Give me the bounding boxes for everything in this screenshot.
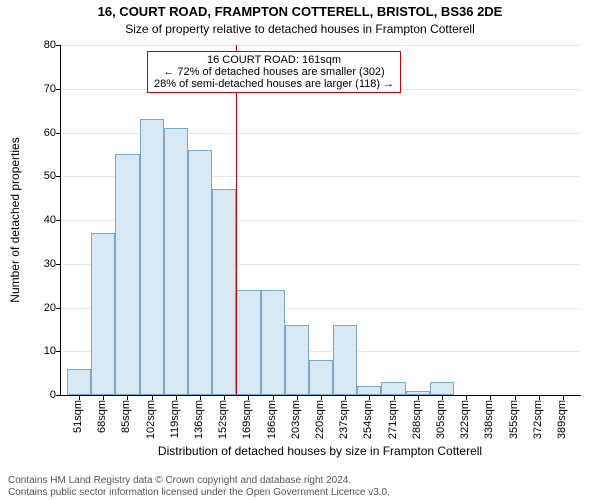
ytick-mark (56, 264, 61, 265)
annotation-line1: 16 COURT ROAD: 161sqm (154, 54, 394, 66)
histogram-bar (140, 119, 164, 395)
xtick-label: 68sqm (96, 400, 108, 433)
chart-title-line2: Size of property relative to detached ho… (0, 22, 600, 36)
gridline (61, 45, 581, 46)
histogram-bar (212, 189, 236, 395)
ytick-mark (56, 351, 61, 352)
xtick-label: 271sqm (387, 400, 399, 439)
histogram-bar (430, 382, 454, 395)
ytick-label: 50 (44, 170, 56, 182)
ytick-label: 60 (44, 127, 56, 139)
histogram-bar (261, 290, 285, 395)
property-marker-line (236, 45, 237, 395)
ytick-label: 70 (44, 83, 56, 95)
ytick-mark (56, 220, 61, 221)
xtick-label: 305sqm (435, 400, 447, 439)
xtick-label: 338sqm (483, 400, 495, 439)
histogram-bar (357, 386, 381, 395)
histogram-bar (285, 325, 309, 395)
annotation-line3: 28% of semi-detached houses are larger (… (154, 78, 394, 90)
xtick-label: 186sqm (266, 400, 278, 439)
x-axis-label: Distribution of detached houses by size … (60, 444, 580, 458)
xtick-label: 51sqm (72, 400, 84, 433)
ytick-label: 40 (44, 214, 56, 226)
footer-line1: Contains HM Land Registry data © Crown c… (8, 475, 592, 486)
ytick-label: 80 (44, 39, 56, 51)
xtick-label: 220sqm (314, 400, 326, 439)
xtick-label: 136sqm (193, 400, 205, 439)
xtick-label: 203sqm (290, 400, 302, 439)
ytick-label: 30 (44, 258, 56, 270)
y-axis: 01020304050607080 (0, 45, 60, 395)
histogram-bar (115, 154, 139, 395)
chart-title-line1: 16, COURT ROAD, FRAMPTON COTTERELL, BRIS… (0, 4, 600, 19)
histogram-bar (381, 382, 405, 395)
ytick-mark (56, 176, 61, 177)
annotation-box: 16 COURT ROAD: 161sqm ← 72% of detached … (147, 51, 401, 93)
histogram-bar (164, 128, 188, 395)
ytick-mark (56, 89, 61, 90)
ytick-label: 20 (44, 302, 56, 314)
histogram-bar (333, 325, 357, 395)
ytick-label: 10 (44, 345, 56, 357)
xtick-label: 355sqm (508, 400, 520, 439)
histogram-bar (67, 369, 91, 395)
ytick-mark (56, 308, 61, 309)
xtick-label: 169sqm (241, 400, 253, 439)
xtick-label: 119sqm (169, 400, 181, 438)
xtick-label: 288sqm (411, 400, 423, 439)
plot-area: 16 COURT ROAD: 161sqm ← 72% of detached … (60, 45, 581, 396)
histogram-bar (309, 360, 333, 395)
annotation-line2: ← 72% of detached houses are smaller (30… (154, 66, 394, 78)
footer-line2: Contains public sector information licen… (8, 487, 592, 498)
xtick-label: 152sqm (217, 400, 229, 439)
xtick-label: 85sqm (120, 400, 132, 433)
ytick-mark (56, 395, 61, 396)
histogram-bar (188, 150, 212, 395)
chart-container: 16, COURT ROAD, FRAMPTON COTTERELL, BRIS… (0, 0, 600, 500)
xtick-label: 322sqm (459, 400, 471, 439)
ytick-mark (56, 133, 61, 134)
xtick-label: 389sqm (556, 400, 568, 439)
histogram-bar (236, 290, 260, 395)
histogram-bar (91, 233, 115, 395)
ytick-mark (56, 45, 61, 46)
xtick-label: 237sqm (338, 400, 350, 439)
xtick-label: 102sqm (145, 400, 157, 439)
xtick-label: 372sqm (532, 400, 544, 439)
xtick-label: 254sqm (362, 400, 374, 439)
